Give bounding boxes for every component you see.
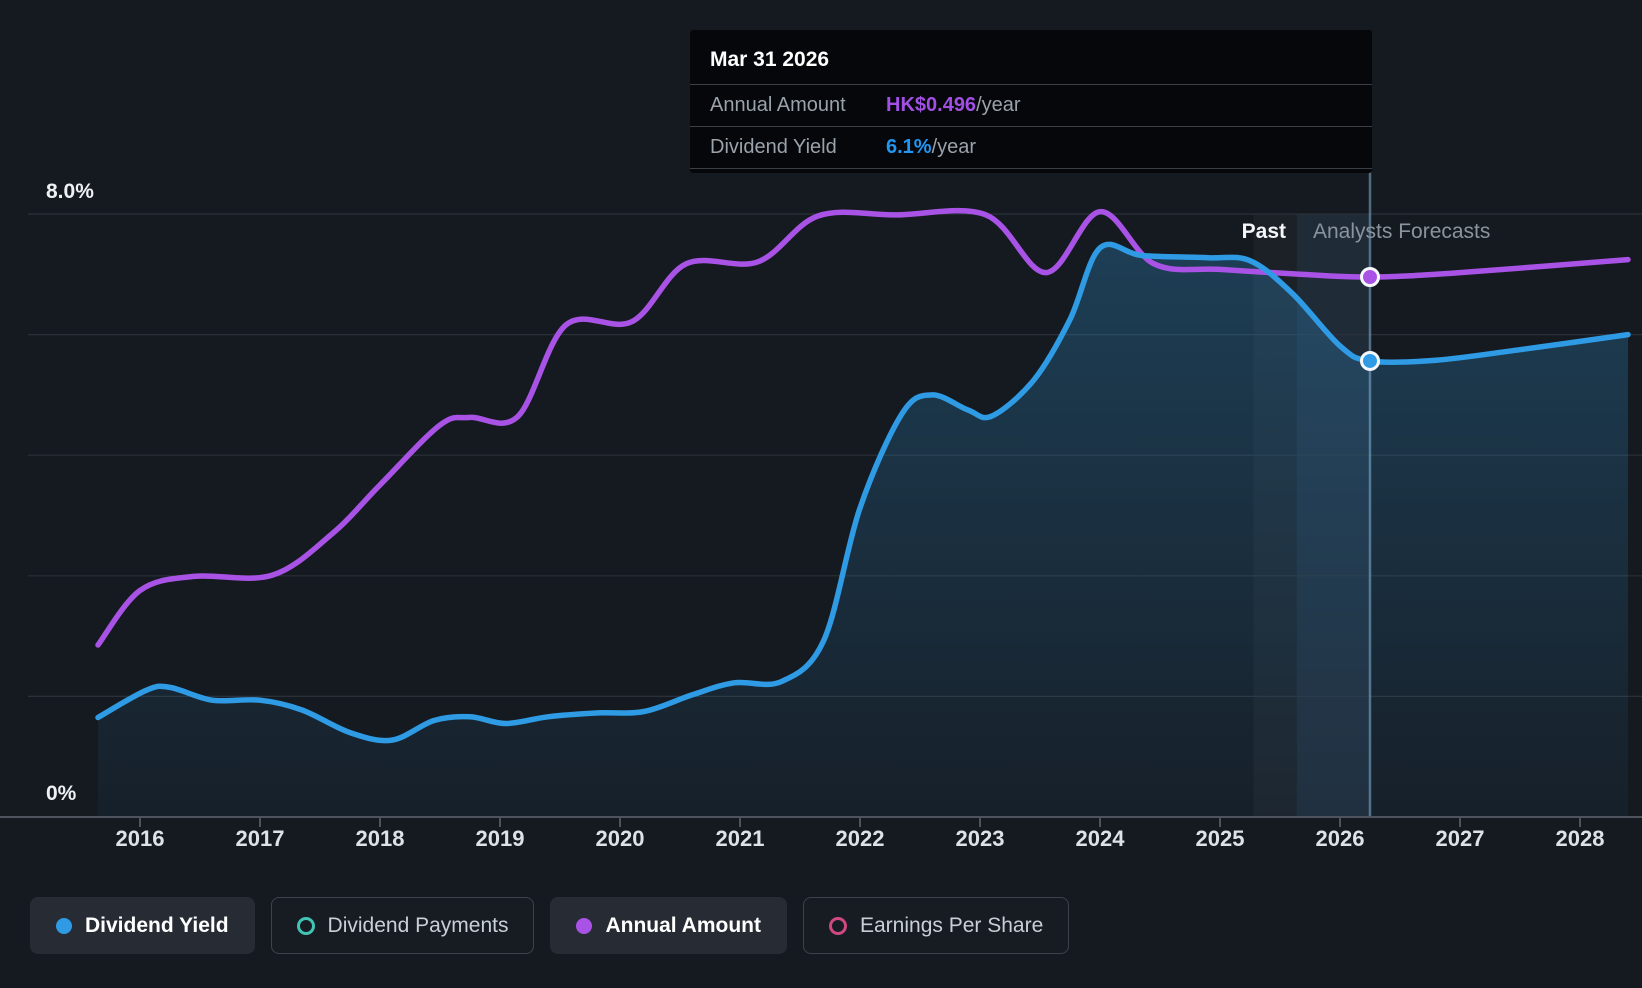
x-axis-label: 2016 [115, 826, 165, 851]
dividend-yield-marker[interactable] [1360, 350, 1380, 371]
dividend-yield-area [98, 244, 1628, 817]
legend-item-label: Dividend Yield [85, 913, 229, 937]
x-axis-label: 2024 [1075, 826, 1125, 851]
x-axis-label: 2018 [355, 826, 405, 851]
legend-item-label: Earnings Per Share [860, 913, 1044, 937]
x-axis-label: 2025 [1195, 826, 1245, 851]
x-axis-label: 2023 [955, 826, 1005, 851]
past-label: Past [1241, 220, 1286, 243]
legend-ring-icon [296, 916, 315, 935]
x-axis-label: 2020 [595, 826, 645, 851]
tooltip-row-value: HK$0.496 [886, 94, 977, 116]
tooltip-row-label: Dividend Yield [710, 136, 837, 158]
legend-item-earnings-per-share[interactable]: Earnings Per Share [803, 897, 1070, 954]
legend-item-dividend-payments[interactable]: Dividend Payments [270, 897, 535, 954]
legend-dot-icon [56, 917, 72, 934]
x-axis-label: 2026 [1315, 826, 1365, 851]
legend-item-label: Dividend Payments [327, 913, 509, 937]
tooltip-row-label: Annual Amount [710, 94, 846, 116]
analysts-forecasts-label: Analysts Forecasts [1313, 220, 1491, 243]
tooltip-row: Annual Amount HK$0.496/year [690, 84, 1372, 126]
x-axis-label: 2027 [1435, 826, 1485, 851]
x-axis-label: 2021 [715, 826, 765, 851]
tooltip-row: Dividend Yield 6.1%/year [690, 126, 1372, 169]
annual-amount-line [95, 207, 1631, 648]
legend-ring-icon [829, 916, 847, 935]
tooltip-date: Mar 31 2026 [710, 48, 830, 71]
y-axis-label-bottom: 0% [46, 782, 77, 805]
x-axis-label: 2022 [835, 826, 885, 851]
legend-dot-icon [576, 917, 593, 934]
tooltip-row-suffix: /year [931, 136, 977, 158]
tooltip-row-value: 6.1% [886, 136, 932, 158]
hover-tooltip: Mar 31 2026 Annual Amount HK$0.496/year Di… [690, 30, 1372, 173]
annual-amount-marker[interactable] [1360, 267, 1380, 287]
x-axis-label: 2028 [1555, 826, 1605, 851]
dividend-yield-line [95, 241, 1631, 744]
x-axis-label: 2017 [235, 826, 285, 851]
legend-item-label: Annual Amount [605, 913, 761, 937]
legend: Dividend Yield Dividend Payments Annual Am… [30, 897, 1070, 954]
legend-item-annual-amount[interactable]: Annual Amount [550, 897, 787, 954]
tooltip-row-suffix: /year [976, 94, 1021, 116]
y-axis-label-top: 8.0% [46, 180, 94, 203]
x-axis-label: 2019 [475, 826, 525, 851]
legend-item-dividend-yield[interactable]: Dividend Yield [30, 897, 255, 954]
